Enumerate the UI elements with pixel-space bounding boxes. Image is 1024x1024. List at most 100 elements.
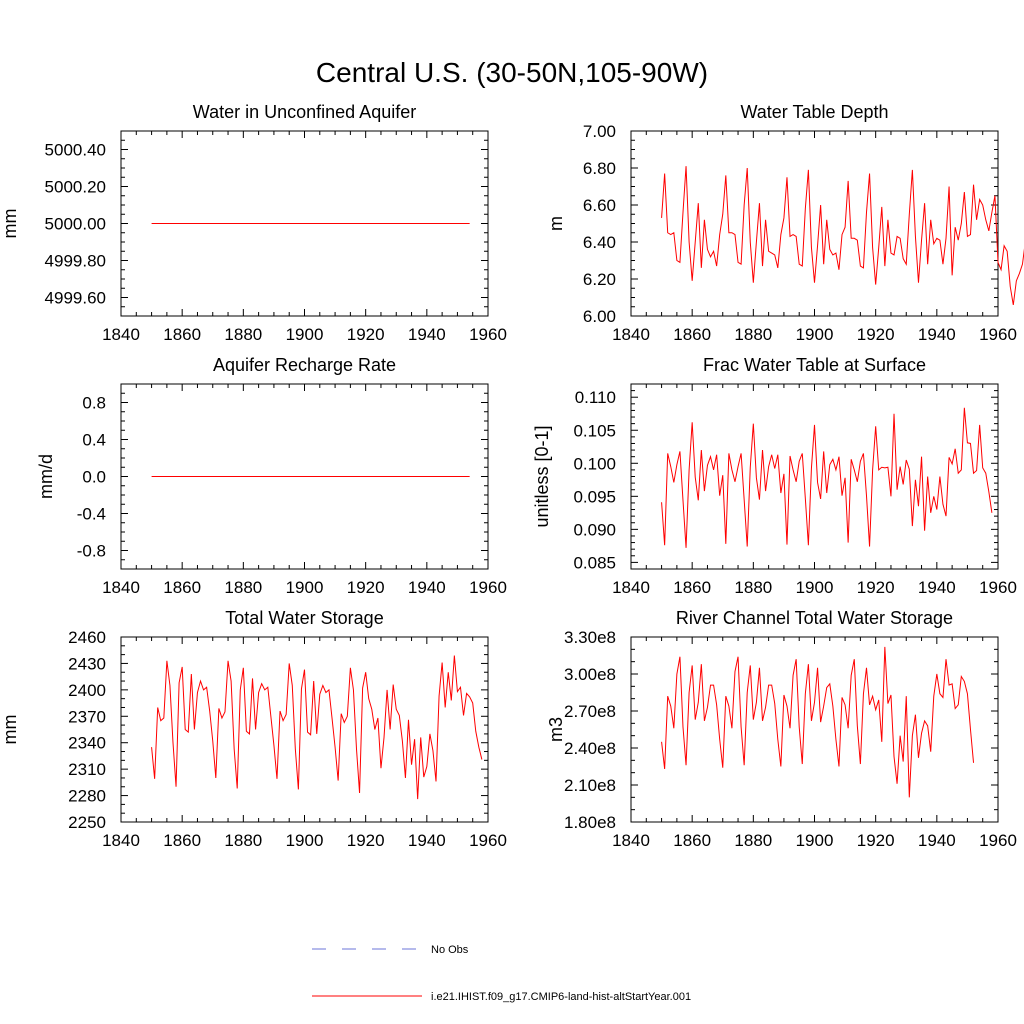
x-tick-label: 1860 [163,831,201,850]
y-tick-label: 2.10e8 [564,776,616,795]
x-tick-label: 1920 [857,831,895,850]
y-tick-label: -0.4 [77,505,106,524]
y-tick-label: 2.70e8 [564,702,616,721]
y-tick-label: 2310 [68,760,106,779]
y-tick-label: 2280 [68,787,106,806]
x-tick-label: 1900 [796,325,834,344]
y-tick-label: 5000.40 [45,141,106,160]
series-line [661,166,1024,305]
x-tick-label: 1900 [286,325,324,344]
x-tick-label: 1860 [673,325,711,344]
x-tick-label: 1960 [979,578,1017,597]
y-axis-label: m3 [546,717,566,742]
x-tick-label: 1900 [796,578,834,597]
x-tick-label: 1840 [102,831,140,850]
x-tick-label: 1840 [612,578,650,597]
plot-frame [120,636,489,823]
y-tick-label: 5000.20 [45,178,106,197]
x-tick-label: 1920 [857,578,895,597]
x-tick-label: 1860 [163,578,201,597]
x-tick-label: 1900 [796,831,834,850]
x-tick-label: 1960 [979,325,1017,344]
panel-title: Total Water Storage [225,608,383,628]
series-line [661,646,975,798]
y-tick-label: 0.090 [573,520,616,539]
y-tick-label: 5000.00 [45,215,106,234]
x-tick-label: 1880 [734,578,772,597]
x-tick-label: 1860 [163,325,201,344]
x-tick-label: 1900 [286,578,324,597]
x-tick-label: 1920 [857,325,895,344]
legend-label: No Obs [431,944,469,956]
y-tick-label: 6.20 [583,270,616,289]
y-tick-label: 2370 [68,707,106,726]
x-tick-label: 1900 [286,831,324,850]
chart-panel: Frac Water Table at Surface 1840 1860 1880 1… [532,355,1017,597]
chart-panel: Water in Unconfined Aquifer 1840 1860 1880 1… [0,102,507,344]
series-line [661,407,993,548]
y-axis-label: mm [0,715,20,745]
figure-title: Central U.S. (30-50N,105-90W) [316,57,708,88]
panel-title: Water Table Depth [740,102,888,122]
y-tick-label: 2340 [68,734,106,753]
plot-frame [630,636,999,823]
y-tick-label: 3.00e8 [564,665,616,684]
x-tick-label: 1940 [918,325,956,344]
chart-panel: Water Table Depth 1840 1860 1880 1900 1920 194… [546,102,1024,344]
y-tick-label: 2430 [68,654,106,673]
y-tick-label: 1.80e8 [564,813,616,832]
panel-title: Water in Unconfined Aquifer [193,102,416,122]
y-tick-label: 6.00 [583,307,616,326]
x-tick-label: 1940 [408,325,446,344]
y-tick-label: 4999.80 [45,252,106,271]
x-tick-label: 1880 [224,831,262,850]
x-tick-label: 1940 [918,831,956,850]
y-tick-label: -0.8 [77,542,106,561]
y-tick-label: 0.110 [575,388,616,407]
x-tick-label: 1880 [224,578,262,597]
y-tick-label: 2400 [68,681,106,700]
x-tick-label: 1860 [673,831,711,850]
y-tick-label: 4999.60 [45,289,106,308]
legend-label: i.e21.IHIST.f09_g17.CMIP6-land-hist-altS… [431,991,691,1003]
y-tick-label: 2250 [68,813,106,832]
x-tick-label: 1940 [408,578,446,597]
y-tick-label: 3.30e8 [564,628,616,647]
y-tick-label: 0.095 [573,487,616,506]
x-tick-label: 1920 [347,325,385,344]
series-line [151,655,483,800]
x-tick-label: 1960 [979,831,1017,850]
x-tick-label: 1940 [408,831,446,850]
y-tick-label: 6.60 [583,196,616,215]
y-tick-label: 2460 [68,628,106,647]
x-tick-label: 1840 [102,325,140,344]
x-tick-label: 1840 [102,578,140,597]
y-tick-label: 0.0 [82,468,106,487]
x-tick-label: 1880 [224,325,262,344]
x-tick-label: 1840 [612,831,650,850]
y-axis-label: mm [0,209,20,239]
y-tick-label: 0.4 [82,431,106,450]
y-tick-label: 6.40 [583,233,616,252]
panel-title: Frac Water Table at Surface [703,355,926,375]
x-tick-label: 1960 [469,831,507,850]
panel-title: River Channel Total Water Storage [676,608,953,628]
legend: No Obs i.e21.IHIST.f09_g17.CMIP6-land-his… [312,944,691,1003]
panel-title: Aquifer Recharge Rate [213,355,396,375]
y-tick-label: 7.00 [583,122,616,141]
y-axis-label: unitless [0-1] [532,425,552,527]
x-tick-label: 1920 [347,578,385,597]
x-tick-label: 1920 [347,831,385,850]
x-tick-label: 1880 [734,831,772,850]
x-tick-label: 1940 [918,578,956,597]
y-tick-label: 0.105 [573,421,616,440]
y-tick-label: 2.40e8 [564,739,616,758]
chart-panel: River Channel Total Water Storage 1840 186… [546,608,1017,850]
plot-frame [630,130,999,317]
y-tick-label: 0.085 [573,553,616,572]
chart-panel: Total Water Storage 1840 1860 1880 1900 1920 1… [0,608,507,850]
x-tick-label: 1880 [734,325,772,344]
y-tick-label: 0.8 [82,394,106,413]
y-axis-label: mm/d [36,454,56,499]
